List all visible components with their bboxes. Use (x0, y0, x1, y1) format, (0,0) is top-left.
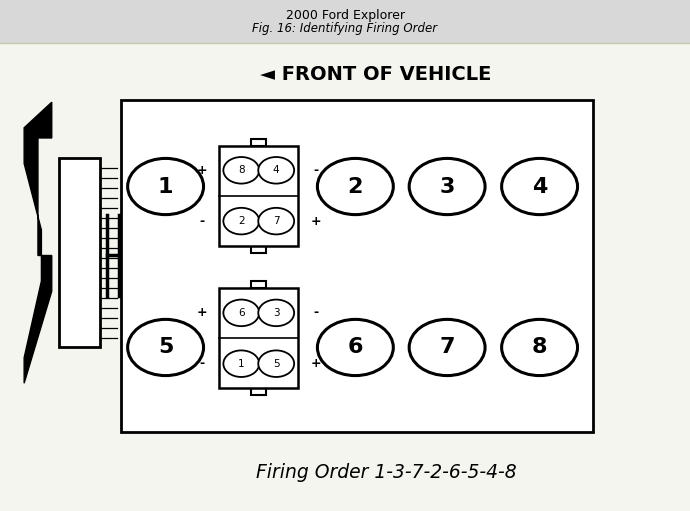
Circle shape (224, 351, 259, 377)
Bar (59, 158, 100, 347)
Text: -: - (199, 357, 204, 370)
Text: 5: 5 (158, 337, 173, 358)
Text: +: + (196, 307, 207, 319)
Circle shape (409, 158, 485, 215)
Text: 8: 8 (532, 337, 547, 358)
Circle shape (128, 158, 204, 215)
Text: ◄ FRONT OF VEHICLE: ◄ FRONT OF VEHICLE (260, 64, 492, 84)
Circle shape (409, 319, 485, 376)
Text: 3: 3 (273, 308, 279, 318)
Text: -: - (313, 307, 319, 319)
Text: 2: 2 (348, 176, 363, 197)
Circle shape (502, 319, 578, 376)
Text: 7: 7 (273, 216, 279, 226)
Bar (251, 388, 266, 396)
Text: +: + (196, 164, 207, 177)
Circle shape (258, 299, 294, 326)
Text: -: - (199, 215, 204, 227)
Bar (121, 100, 593, 432)
Text: Firing Order 1-3-7-2-6-5-4-8: Firing Order 1-3-7-2-6-5-4-8 (256, 463, 517, 482)
Bar (251, 246, 266, 253)
Bar (251, 281, 266, 288)
Circle shape (258, 208, 294, 235)
Circle shape (224, 157, 259, 183)
Text: 6: 6 (348, 337, 363, 358)
Circle shape (317, 158, 393, 215)
Bar (219, 146, 298, 246)
Text: 2: 2 (238, 216, 245, 226)
Circle shape (224, 208, 259, 235)
Text: +: + (310, 215, 322, 227)
Text: 4: 4 (532, 176, 547, 197)
Text: -: - (313, 164, 319, 177)
Text: 1: 1 (158, 176, 173, 197)
Circle shape (258, 351, 294, 377)
Text: 8: 8 (238, 165, 245, 175)
Circle shape (258, 157, 294, 183)
Text: Fig. 16: Identifying Firing Order: Fig. 16: Identifying Firing Order (253, 21, 437, 35)
Bar (219, 288, 298, 388)
Bar (251, 139, 266, 146)
Circle shape (128, 319, 204, 376)
Text: 3: 3 (440, 176, 455, 197)
Circle shape (224, 299, 259, 326)
Text: 7: 7 (440, 337, 455, 358)
Text: 2000 Ford Explorer: 2000 Ford Explorer (286, 9, 404, 22)
Bar (0, 0, 690, 43)
Text: 4: 4 (273, 165, 279, 175)
Circle shape (502, 158, 578, 215)
Text: 5: 5 (273, 359, 279, 369)
Polygon shape (24, 102, 52, 383)
Text: +: + (310, 357, 322, 370)
Text: 6: 6 (238, 308, 245, 318)
Circle shape (317, 319, 393, 376)
Text: 1: 1 (238, 359, 245, 369)
